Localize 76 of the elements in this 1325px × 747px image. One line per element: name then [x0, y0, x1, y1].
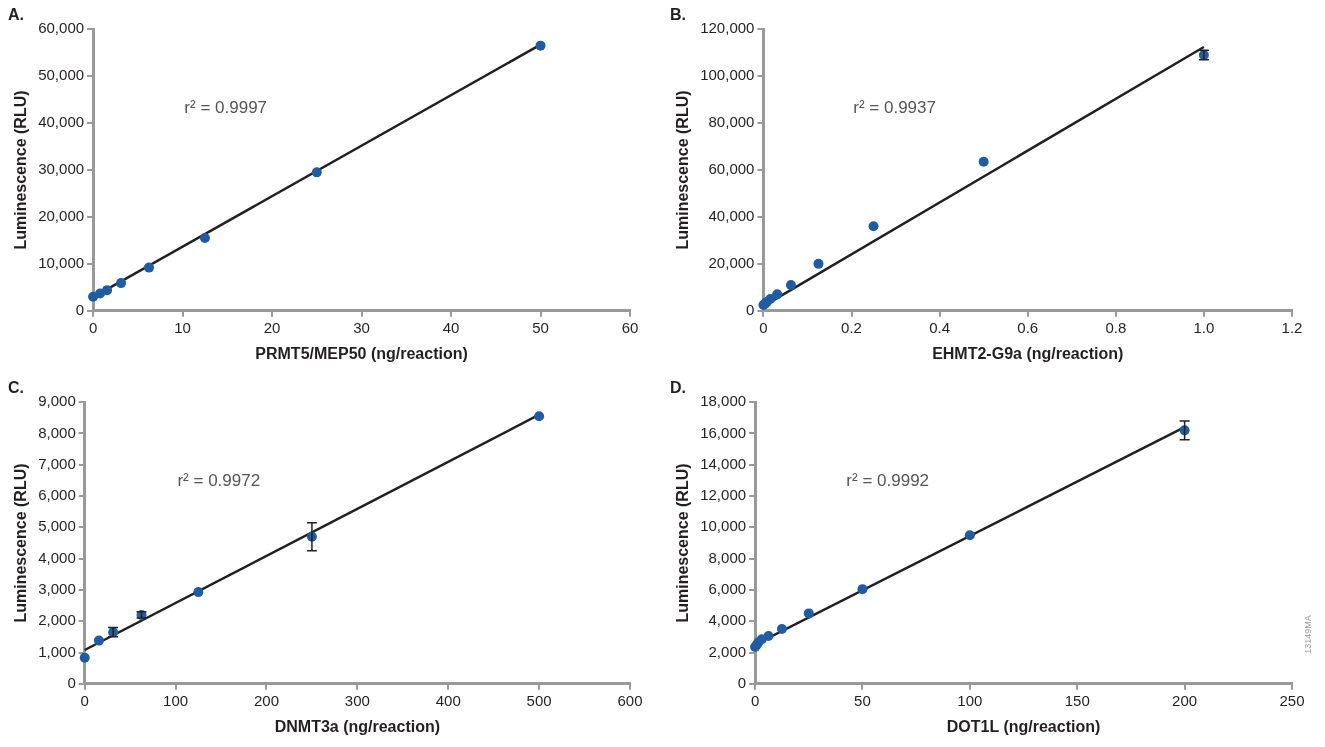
y-axis-title: Luminescence (RLU)	[674, 90, 692, 250]
y-tick-label: 20,000	[38, 207, 85, 225]
y-tick-label: 0	[67, 673, 76, 691]
y-tick-label: 8,000	[708, 548, 747, 566]
y-tick-label: 100,000	[700, 66, 755, 84]
y-tick-label: 9,000	[38, 392, 76, 410]
x-tick-label: 10	[174, 318, 191, 336]
y-axis-title: Luminescence (RLU)	[12, 90, 30, 250]
y-tick-label: 0	[75, 300, 85, 318]
x-tick-label: 0	[88, 318, 98, 336]
x-axis-title: PRMT5/MEP50 (ng/reaction)	[255, 344, 468, 362]
x-axis-title: DOT1L (ng/reaction)	[946, 717, 1101, 735]
y-tick-label: 0	[746, 300, 755, 318]
x-tick-label: 400	[435, 691, 461, 709]
y-tick-label: 8,000	[38, 423, 76, 441]
y-tick-label: 10,000	[700, 517, 747, 535]
x-tick-label: 50	[532, 318, 549, 336]
y-tick-label: 3,000	[38, 580, 76, 598]
y-tick-label: 30,000	[38, 160, 85, 178]
y-tick-label: 6,000	[38, 486, 76, 504]
y-tick-label: 18,000	[700, 392, 747, 410]
y-tick-label: 40,000	[708, 207, 755, 225]
text: 13149MA	[1303, 615, 1314, 654]
chart-title: A.	[8, 6, 24, 24]
y-tick-label: 6,000	[708, 580, 747, 598]
y-tick-label: 40,000	[38, 113, 85, 131]
chart-title: C.	[8, 379, 24, 397]
x-tick-label: 50	[854, 691, 871, 709]
x-tick-label: 200	[1172, 691, 1198, 709]
x-tick-label: 0.4	[929, 318, 951, 336]
x-tick-label: 150	[1064, 691, 1090, 709]
y-tick-label: 5,000	[38, 517, 76, 535]
x-tick-label: 40	[442, 318, 460, 336]
annotation: r² = 0.9972	[177, 470, 261, 490]
y-tick-label: 10,000	[38, 254, 85, 272]
y-tick-label: 16,000	[700, 423, 747, 441]
y-tick-label: 4,000	[708, 611, 747, 629]
x-tick-label: 500	[526, 691, 552, 709]
x-tick-label: 200	[253, 691, 280, 709]
y-tick-label: 12,000	[700, 486, 747, 504]
y-tick-label: 60,000	[38, 19, 85, 37]
y-tick-label: 120,000	[700, 19, 755, 37]
chart-title: D.	[670, 379, 686, 397]
x-tick-label: 20	[263, 318, 281, 336]
x-tick-label: 0.2	[841, 318, 862, 336]
x-tick-label: 600	[617, 691, 643, 709]
x-tick-label: 0.8	[1105, 318, 1127, 336]
x-tick-label: 100	[163, 691, 189, 709]
y-tick-label: 14,000	[700, 454, 747, 472]
y-tick-label: 60,000	[708, 160, 755, 178]
x-tick-label: 100	[957, 691, 983, 709]
x-tick-label: 0.6	[1017, 318, 1039, 336]
x-tick-label: 30	[353, 318, 370, 336]
x-tick-label: 1.0	[1193, 318, 1215, 336]
x-tick-label: 60	[621, 318, 639, 336]
y-tick-label: 2,000	[38, 611, 76, 629]
y-axis-title: Luminescence (RLU)	[674, 463, 692, 623]
x-tick-label: 1.2	[1281, 318, 1303, 336]
x-tick-label: 300	[344, 691, 370, 709]
x-tick-label: 0	[759, 318, 768, 336]
annotation: r² = 0.9992	[846, 470, 930, 490]
y-tick-label: 4,000	[38, 548, 76, 566]
x-tick-label: 250	[1279, 691, 1305, 709]
annotation: r² = 0.9997	[184, 97, 268, 117]
x-axis-title: EHMT2-G9a (ng/reaction)	[932, 344, 1124, 362]
y-tick-label: 2,000	[708, 642, 747, 660]
y-tick-label: 1,000	[38, 642, 76, 660]
y-axis-title: Luminescence (RLU)	[12, 463, 30, 623]
y-tick-label: 7,000	[38, 454, 76, 472]
y-tick-label: 20,000	[708, 254, 755, 272]
x-axis-title: DNMT3a (ng/reaction)	[274, 717, 441, 735]
y-tick-label: 80,000	[708, 113, 755, 131]
y-tick-label: 50,000	[38, 66, 85, 84]
annotation: r² = 0.9937	[853, 97, 936, 117]
y-tick-label: 0	[737, 673, 747, 691]
chart-title: B.	[670, 6, 686, 24]
